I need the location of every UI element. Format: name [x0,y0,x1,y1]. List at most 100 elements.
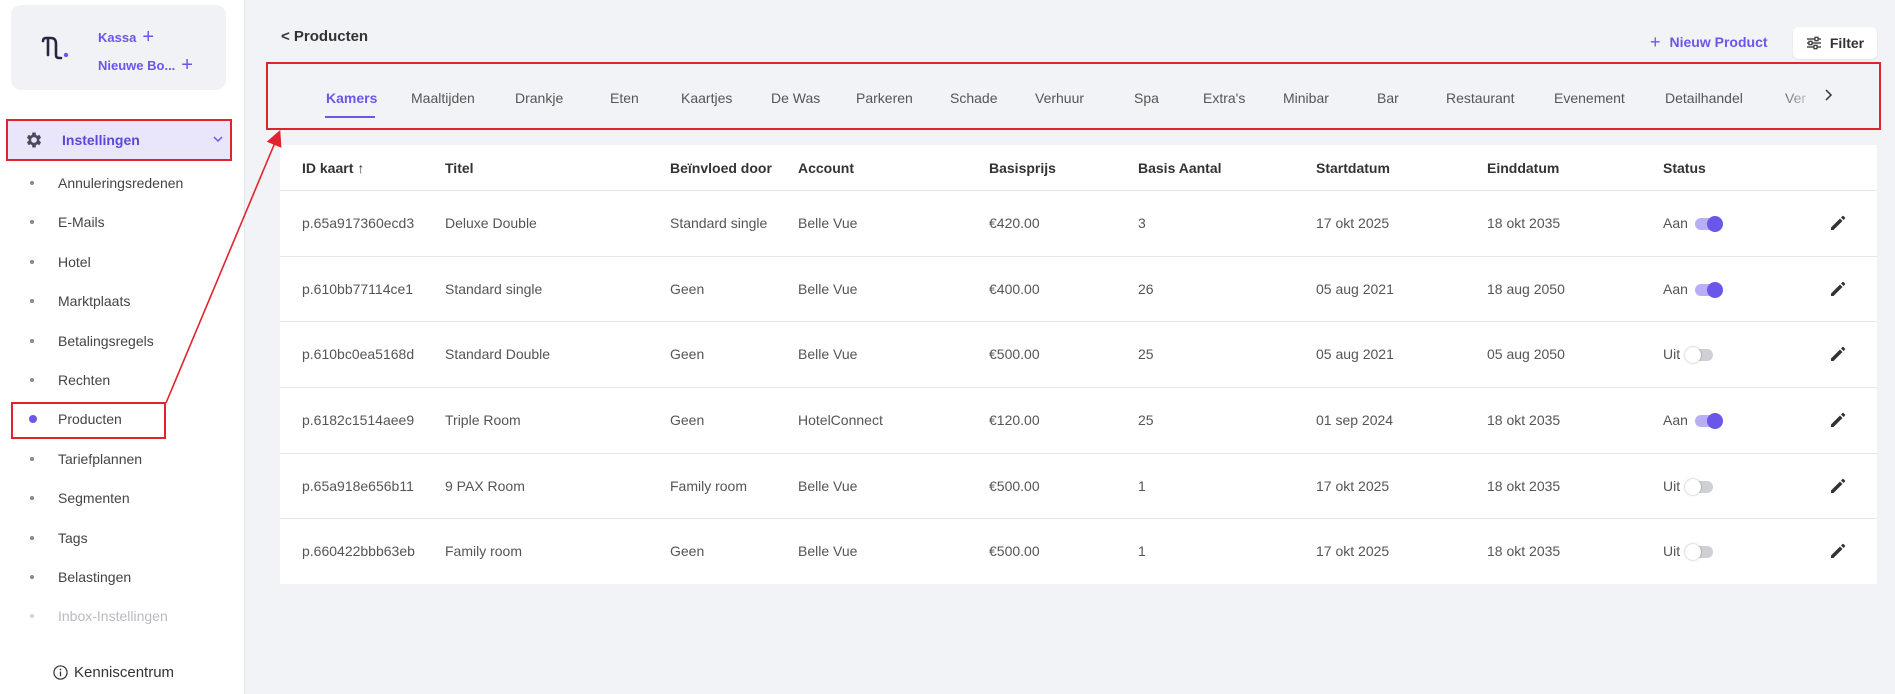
sidebar-subitem-label: Hotel [58,253,91,270]
tab-item[interactable]: Bar [1377,90,1399,106]
table-cell-start: 05 aug 2021 [1316,346,1394,363]
sidebar-subitem[interactable]: Producten [0,404,245,434]
table-cell-influenced: Standard single [670,215,768,231]
tab-item[interactable]: Kaartjes [681,90,733,106]
table-row[interactable]: p.660422bbb63eb Family room Geen Belle Vue €… [280,518,1877,585]
table-cell-qty: 26 [1138,280,1154,297]
table-cell-end: 18 okt 2035 [1487,215,1561,231]
tab-item[interactable]: De Was [771,90,821,106]
brand-booking-label: Nieuwe Bo... [98,57,176,73]
pencil-icon[interactable] [1828,279,1848,299]
table-cell-status: Uit [1663,543,1681,560]
status-toggle[interactable] [1685,347,1713,364]
table-cell-account: Belle Vue [798,346,858,363]
help-center-label: Kenniscentrum [74,664,175,681]
status-toggle[interactable] [1695,216,1723,232]
table-cell-account: Belle Vue [798,477,858,494]
table-row[interactable]: p.65a917360ecd3 Deluxe Double Standard sin… [280,190,1877,256]
status-toggle[interactable] [1685,544,1713,561]
table-cell-status: Uit [1663,477,1681,494]
sidebar-subitem[interactable]: Segmenten [0,483,245,513]
sidebar-subitem[interactable]: Annuleringsredenen [0,168,245,198]
column-header[interactable]: Basisprijs [989,160,1056,176]
chevron-right-icon[interactable] [1821,88,1835,102]
sidebar-subitem[interactable]: Marktplaats [0,286,245,316]
tab-item[interactable]: Verhuur [1035,90,1085,106]
tab-item[interactable]: Schade [950,90,998,106]
pencil-icon[interactable] [1828,476,1848,496]
column-header[interactable]: Status [1663,160,1706,176]
sidebar-subitem[interactable]: Inbox-Instellingen [0,601,245,631]
column-header[interactable]: Account [798,160,854,176]
table-cell-id: p.65a917360ecd3 [302,215,415,231]
table-row[interactable]: p.610bb77114ce1 Standard single Geen Belle … [280,255,1877,322]
column-header-label: Basisprijs [989,160,1056,176]
column-header-label: Status [1663,160,1706,176]
table-cell-end: 05 aug 2050 [1487,346,1565,363]
table-row[interactable]: p.6182c1514aee9 Triple Room Geen HotelConne… [280,387,1877,453]
help-center-link[interactable]: Kenniscentrum [53,664,174,681]
column-header[interactable]: Basis Aantal [1138,160,1222,176]
pencil-icon[interactable] [1828,213,1848,233]
filter-button[interactable]: Filter [1793,27,1877,59]
bullet-icon [30,614,34,619]
table-cell-price: €420.00 [989,215,1040,231]
sidebar-subitem-label: Inbox-Instellingen [58,608,168,625]
column-header[interactable]: ID kaart ↑ [302,160,364,176]
table-cell-qty: 1 [1138,543,1146,560]
pencil-icon[interactable] [1828,410,1848,430]
tab-item[interactable]: Maaltijden [411,90,475,106]
table-cell-qty: 25 [1138,346,1154,363]
bullet-icon [30,338,34,343]
tab-item[interactable]: Drankje [515,90,564,106]
brand-booking[interactable]: Nieuwe Bo... + [98,55,193,75]
tab-item[interactable]: Evenement [1554,90,1625,106]
sidebar-item-instellingen[interactable]: Instellingen [6,119,232,161]
tab-item[interactable]: Eten [610,90,639,106]
plus-icon[interactable]: + [181,54,193,76]
plus-icon[interactable]: + [142,26,154,48]
sidebar-subitem[interactable]: Tariefplannen [0,444,245,474]
status-toggle[interactable] [1695,413,1723,430]
table-cell-end: 18 okt 2035 [1487,412,1561,429]
bullet-icon [30,535,34,540]
pencil-icon[interactable] [1828,344,1848,364]
sidebar-subitem-label: Tags [58,529,88,546]
column-header[interactable]: Startdatum [1316,160,1390,176]
sort-arrow-icon[interactable]: ↑ [357,160,365,176]
page-title-back[interactable]: < Producten [281,28,369,45]
brand-kassa[interactable]: Kassa + [98,27,154,47]
table-row[interactable]: p.610bc0ea5168d Standard Double Geen Belle … [280,321,1877,388]
tab-item[interactable]: Parkeren [856,90,913,106]
sidebar-subitem[interactable]: Tags [0,523,245,553]
sidebar-subitem[interactable]: Hotel [0,247,245,277]
column-header-label: Startdatum [1316,160,1390,176]
new-product-button[interactable]: + Nieuw Product [1650,33,1768,51]
table-cell-status: Aan [1663,412,1688,429]
tab-item[interactable]: Extra's [1203,90,1246,106]
table-cell-status: Uit [1663,346,1681,363]
table-cell-id: p.610bb77114ce1 [302,280,414,297]
column-header[interactable]: Titel [445,160,474,176]
sidebar-subitem[interactable]: E-Mails [0,207,245,237]
tab-item[interactable]: Kamers [326,90,378,106]
column-header-label: Einddatum [1487,160,1560,176]
sidebar-item-label: Instellingen [62,132,140,148]
status-toggle[interactable] [1695,281,1723,298]
table-cell-title: Standard Double [445,346,551,363]
sidebar-subitem[interactable]: Rechten [0,365,245,395]
tab-item[interactable]: Spa [1134,90,1159,106]
tab-item[interactable]: Detailhandel [1665,90,1743,106]
sidebar-subitem[interactable]: Belastingen [0,562,245,592]
table-cell-start: 17 okt 2025 [1316,543,1390,560]
status-toggle[interactable] [1685,478,1713,495]
table-cell-start: 01 sep 2024 [1316,412,1394,429]
pencil-icon[interactable] [1828,541,1848,561]
tab-item[interactable]: Minibar [1283,90,1329,106]
sidebar-subitem[interactable]: Betalingsregels [0,326,245,356]
chevron-down-icon[interactable] [212,133,224,145]
column-header[interactable]: Beïnvloed door [670,160,772,176]
column-header[interactable]: Einddatum [1487,160,1559,176]
table-row[interactable]: p.65a918e656b11 9 PAX Room Family room Bell… [280,452,1877,519]
tab-item[interactable]: Restaurant [1446,90,1515,106]
